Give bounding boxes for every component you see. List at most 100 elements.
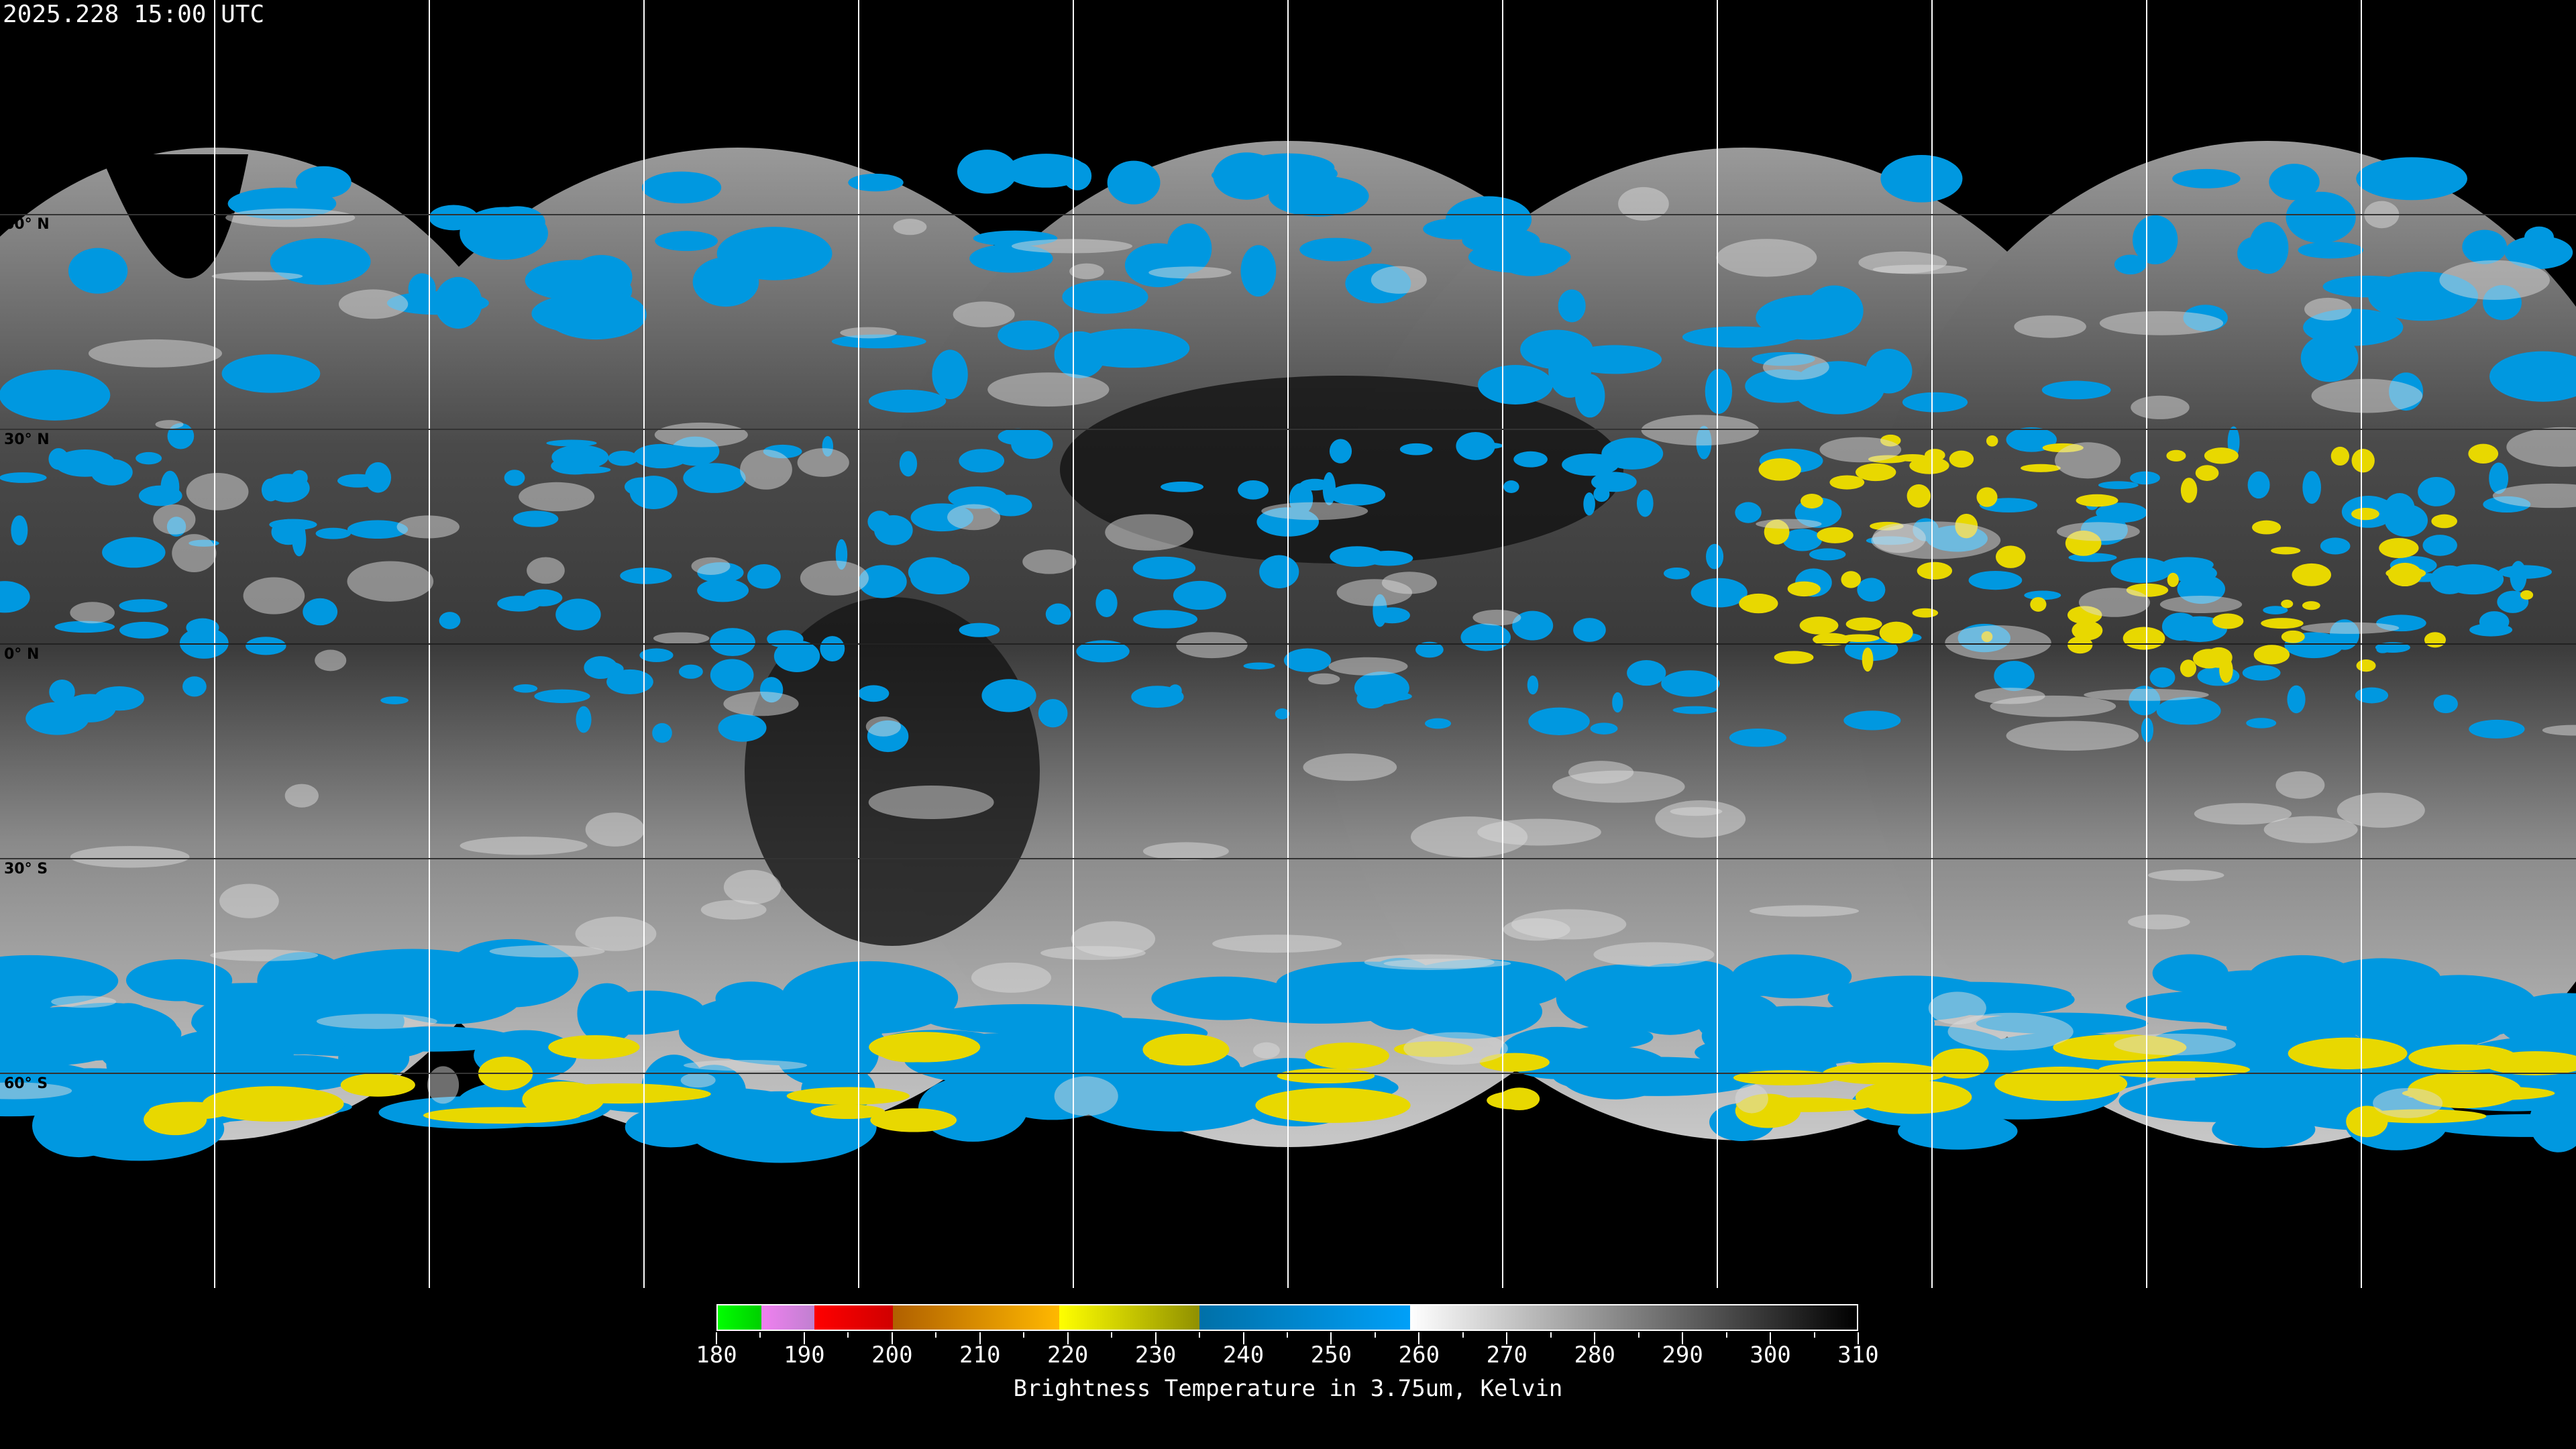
cloud-patch	[202, 1086, 344, 1122]
cloud-patch	[893, 219, 927, 235]
cloud-patch	[1328, 657, 1408, 676]
cloud-patch	[584, 656, 618, 680]
cloud-patch	[551, 457, 600, 475]
cloud-patch	[971, 962, 1052, 993]
cloud-patch	[513, 511, 559, 527]
cloud-patch	[1133, 610, 1198, 629]
cloud-patch	[2197, 666, 2240, 686]
cloud-patch	[70, 846, 190, 868]
cloud-patch	[70, 602, 115, 624]
cloud-patch	[959, 623, 1000, 637]
cloud-patch	[2287, 685, 2306, 714]
cloud-patch	[663, 1104, 821, 1136]
cloud-patch	[2462, 229, 2507, 264]
cloud-patch	[2271, 547, 2301, 555]
colorbar-tick	[1067, 1332, 1069, 1344]
cloud-patch	[2246, 718, 2277, 729]
cloud-patch	[25, 702, 89, 735]
cloud-patch	[639, 648, 674, 662]
cloud-patch	[1415, 641, 1444, 658]
cloud-patch	[316, 1014, 437, 1029]
cloud-patch	[1912, 608, 1939, 618]
cloud-patch	[1819, 437, 1902, 463]
colorbar-tick	[1770, 1332, 1772, 1344]
cloud-patch	[1750, 905, 1860, 917]
cloud-patch	[138, 485, 182, 506]
cloud-patch	[2261, 618, 2304, 629]
cloud-patch	[1383, 959, 1511, 969]
cloud-patch	[2498, 565, 2552, 579]
colorbar-tick	[891, 1332, 893, 1344]
cloud-patch	[2114, 254, 2147, 275]
cloud-patch	[2300, 334, 2359, 382]
cloud-patch	[2286, 191, 2356, 244]
cloud-patch	[2351, 449, 2375, 473]
cloud-patch	[1403, 1032, 1508, 1065]
cloud-patch	[1968, 570, 2023, 590]
cloud-patch	[136, 451, 162, 465]
cloud-patch	[2524, 226, 2555, 248]
colorbar-tick-label: 210	[959, 1342, 1001, 1368]
cloud-patch	[1380, 692, 1412, 701]
cloud-patch	[11, 515, 28, 545]
cloud-patch	[2288, 1037, 2408, 1070]
cloud-patch	[2149, 667, 2176, 688]
cloud-patch	[1070, 328, 1190, 368]
colorbar-label: Brightness Temperature in 3.75um, Kelvin	[1013, 1375, 1563, 1402]
cloud-patch	[1131, 686, 1184, 708]
cloud-patch	[1641, 415, 1760, 446]
colorbar-tick	[1287, 1332, 1288, 1338]
cloud-patch	[908, 557, 957, 588]
cloud-patch	[1456, 431, 1495, 460]
cloud-patch	[1161, 481, 1204, 492]
cloud-patch	[219, 883, 279, 918]
cloud-patch	[2242, 665, 2281, 681]
cloud-patch	[119, 621, 169, 639]
cloud-patch	[546, 439, 597, 447]
cloud-patch	[810, 1104, 885, 1120]
cloud-patch	[1618, 186, 1669, 221]
cloud-patch	[2330, 446, 2350, 466]
cloud-patch	[88, 339, 222, 368]
cloud-patch	[2311, 378, 2423, 413]
lat-label-30s: 30° S	[4, 861, 48, 877]
cloud-patch	[522, 1081, 604, 1118]
cloud-patch	[1356, 957, 1443, 1030]
cloud-patch	[1756, 519, 1822, 529]
cloud-patch	[1880, 154, 1963, 203]
cloud-patch	[1240, 245, 1277, 297]
cloud-patch	[2281, 599, 2294, 608]
cloud-patch	[899, 451, 918, 477]
cloud-patch	[773, 640, 820, 672]
cloud-patch	[1045, 603, 1071, 625]
cloud-patch	[2184, 970, 2312, 1027]
cloud-patch	[1590, 722, 1618, 735]
cloud-patch	[2469, 719, 2525, 739]
colorbar-tick	[1682, 1332, 1684, 1344]
colorbar-tick-label: 220	[1046, 1342, 1089, 1368]
colorbar-tick-label: 260	[1398, 1342, 1440, 1368]
colorbar-tick	[1506, 1332, 1508, 1344]
cloud-patch	[338, 1036, 410, 1080]
cloud-patch	[489, 945, 605, 958]
cloud-patch	[269, 519, 317, 531]
cloud-patch	[1735, 1084, 1768, 1114]
cloud-patch	[155, 420, 184, 429]
cloud-patch	[364, 462, 392, 493]
cloud-patch	[1356, 689, 1387, 709]
cloud-patch	[989, 494, 1032, 517]
cloud-patch	[2504, 235, 2573, 270]
cloud-patch	[740, 449, 792, 490]
cloud-patch	[1612, 692, 1623, 713]
cloud-patch	[2102, 512, 2114, 523]
cloud-patch	[1706, 543, 1724, 570]
colorbar-tick	[803, 1332, 805, 1344]
cloud-patch	[1593, 942, 1715, 967]
cloud-patch	[2263, 606, 2288, 614]
cloud-patch	[1758, 458, 1801, 481]
cloud-patch	[585, 812, 645, 847]
colorbar-tick	[1725, 1332, 1727, 1338]
cloud-patch	[0, 472, 47, 483]
colorbar-tick-label: 240	[1222, 1342, 1265, 1368]
cloud-patch	[54, 621, 115, 633]
